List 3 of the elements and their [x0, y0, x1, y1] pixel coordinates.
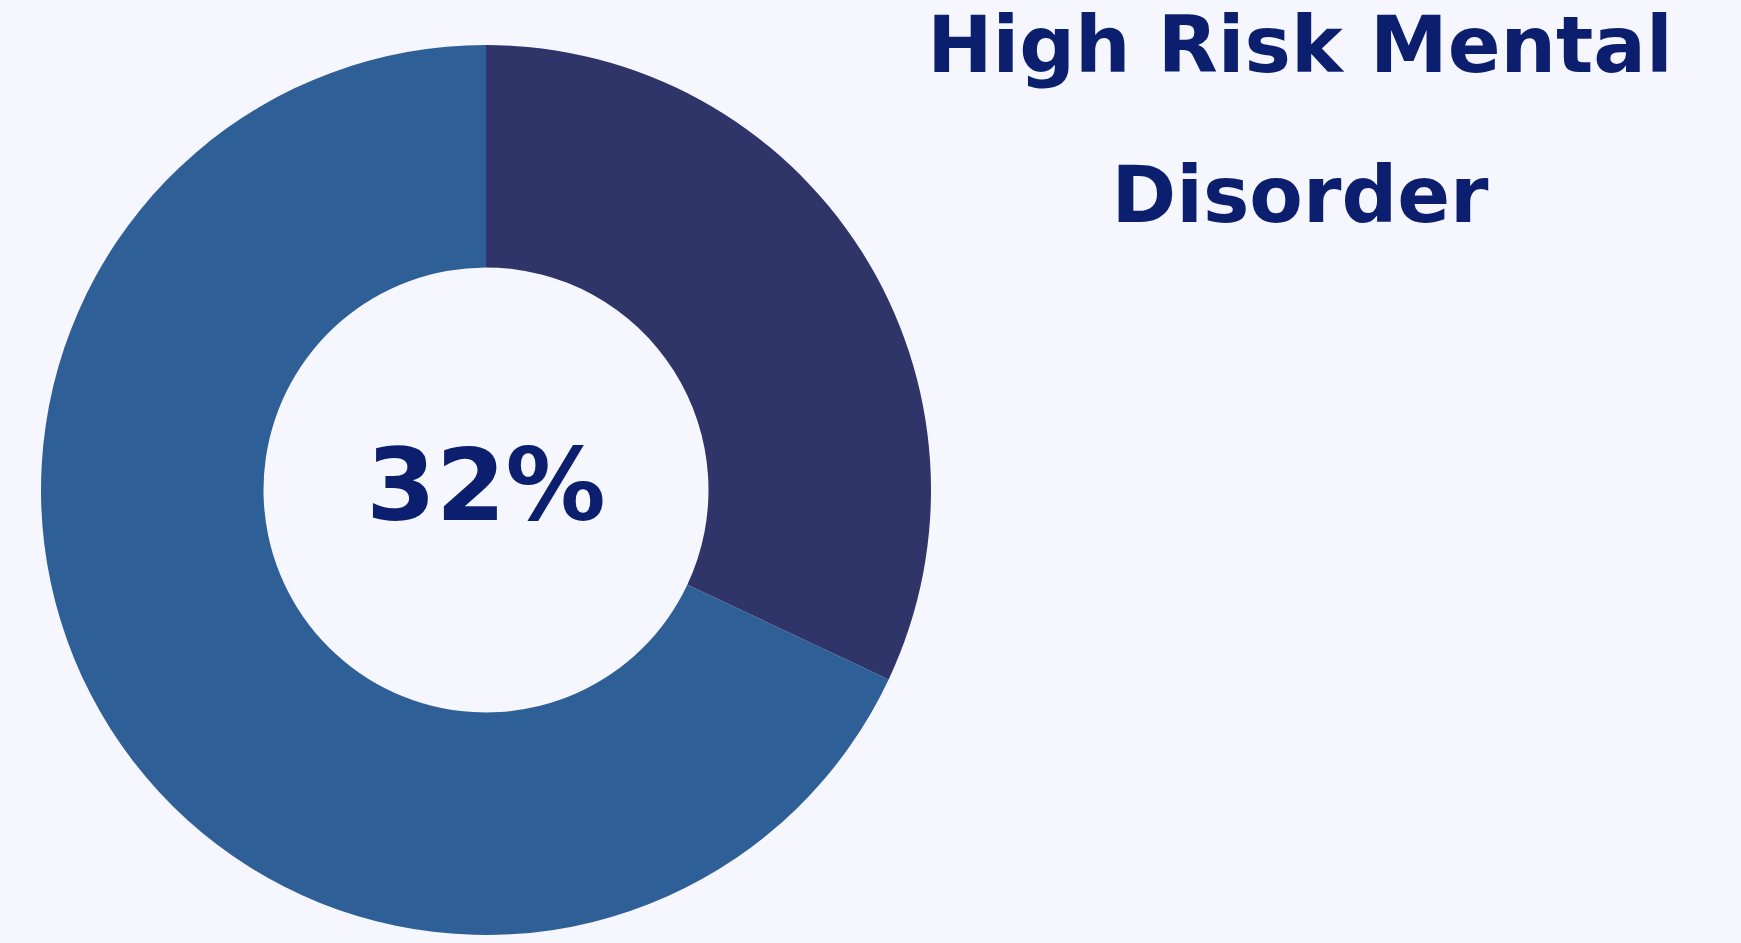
donut-slice — [41, 45, 889, 935]
text: High Risk Mental Disorder — [927, 0, 1673, 240]
text: 32% — [366, 427, 606, 544]
